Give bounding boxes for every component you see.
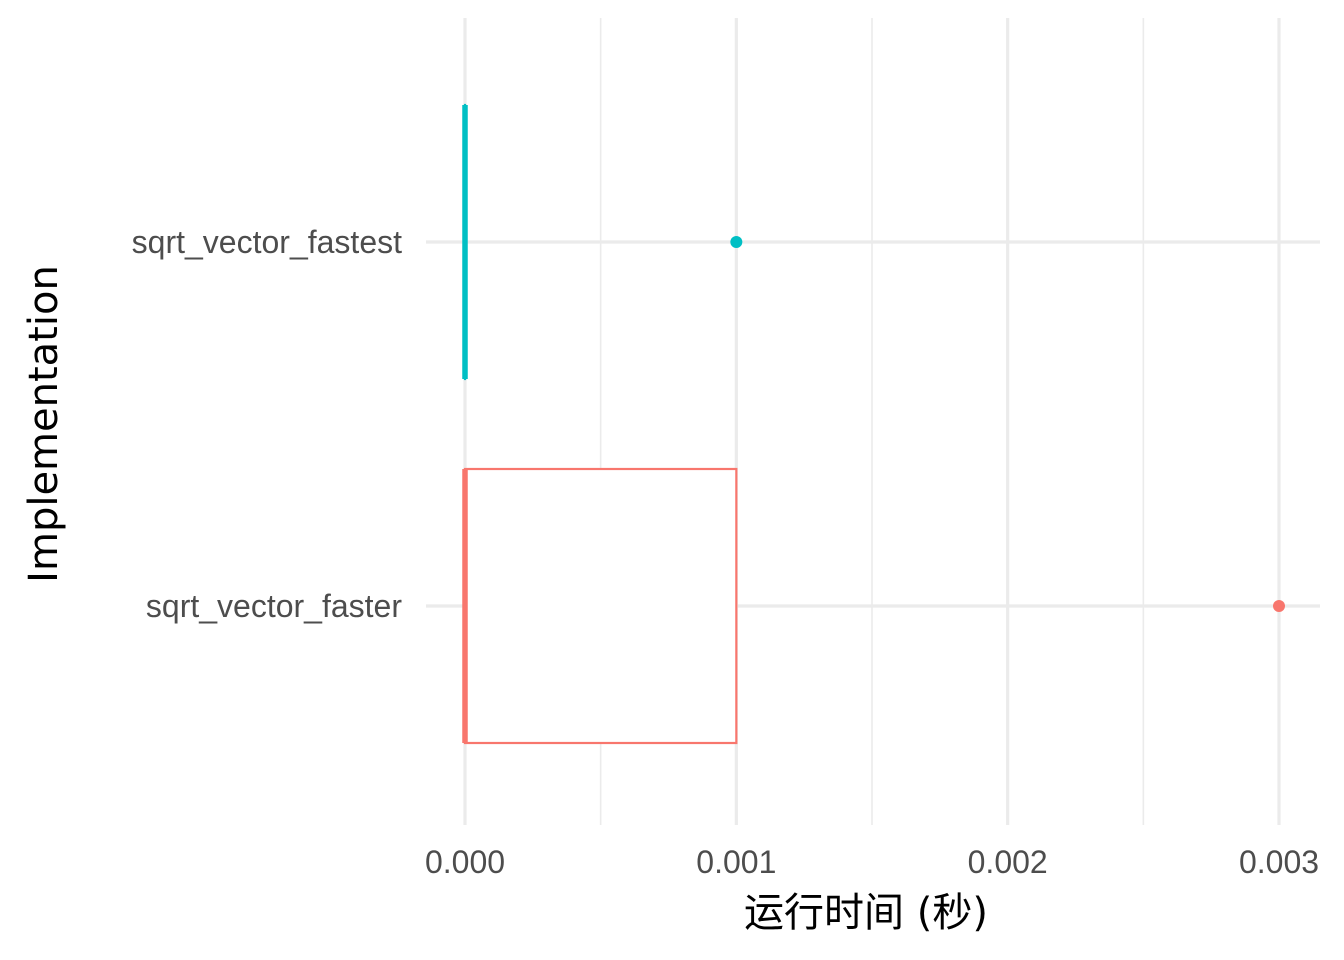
x-tick-label: 0.000 (425, 844, 505, 880)
x-axis-title: 运行时间 (秒) (744, 890, 988, 936)
x-tick-label: 0.003 (1239, 844, 1319, 880)
box-sqrt_vector_faster (462, 467, 1285, 745)
x-tick-label: 0.001 (696, 844, 776, 880)
box-rect (463, 467, 738, 745)
y-tick-label: sqrt_vector_faster (146, 588, 402, 624)
boxplot-marks (462, 103, 1285, 745)
y-tick-label: sqrt_vector_fastest (132, 224, 402, 260)
outlier-point (1273, 600, 1285, 612)
y-tick-labels: sqrt_vector_fastest sqrt_vector_faster (132, 224, 403, 624)
box-sqrt_vector_fastest (462, 103, 743, 381)
outlier-point (730, 236, 743, 248)
x-tick-label: 0.002 (968, 844, 1048, 880)
x-tick-labels: 0.000 0.001 0.002 0.003 (425, 844, 1319, 880)
y-axis-title: Implementation (21, 265, 67, 583)
